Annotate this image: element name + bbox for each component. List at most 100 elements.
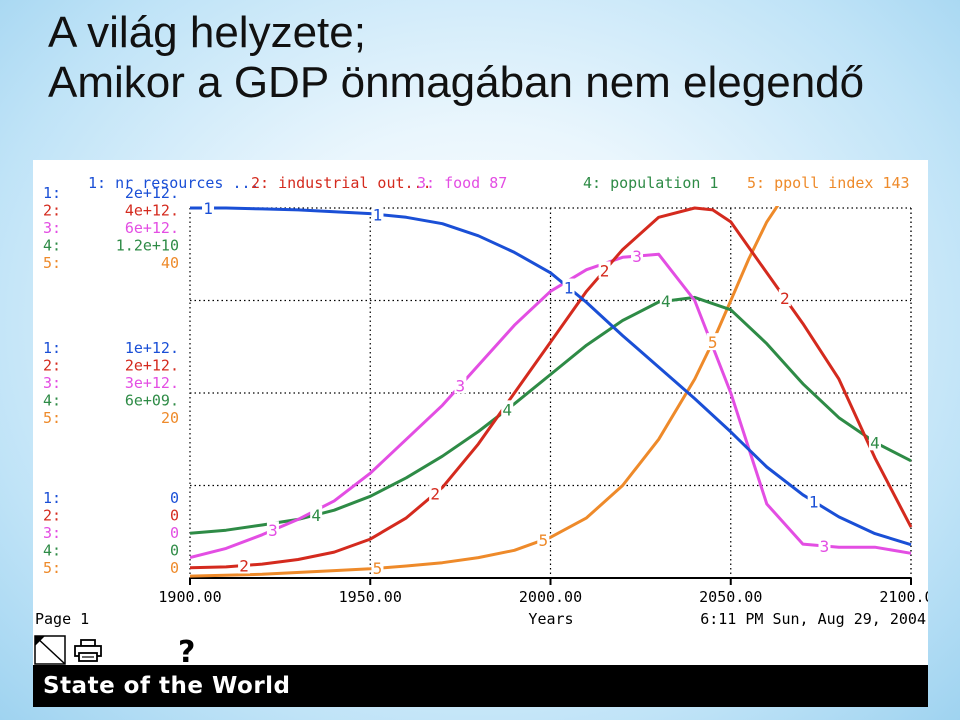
slide-title-line-1: A világ helyzete;	[48, 8, 366, 57]
scale-value-top-3: 6e+12.	[125, 219, 179, 237]
curve-label-bg-2-1	[429, 484, 442, 502]
series-line-3	[190, 252, 912, 560]
scale-prefix-bottom-4: 4:	[43, 542, 61, 560]
curve-label-2-3: 2	[780, 289, 790, 308]
scale-prefix-mid-5: 5:	[43, 409, 61, 427]
x-tick-label-0: 1900.00	[158, 588, 221, 606]
scale-prefix-top-5: 5:	[43, 254, 61, 272]
curve-label-bg-3-2	[631, 247, 644, 265]
chart: 1: nr resources ... 2: industrial out...…	[34, 174, 928, 665]
scale-prefix-mid-1: 1:	[43, 339, 61, 357]
page-turn-icon[interactable]	[34, 635, 66, 665]
curve-label-bg-3-1	[454, 376, 467, 394]
curve-label-bg-2-3	[778, 289, 791, 307]
curve-label-3-1: 3	[456, 376, 466, 395]
curve-label-bg-1-2	[562, 278, 575, 296]
curve-label-bg-5-0	[371, 559, 384, 577]
series-line-4	[190, 295, 912, 535]
scale-prefix-bottom-5: 5:	[43, 559, 61, 577]
series-line-1	[190, 206, 912, 547]
x-tick-label-1: 1950.00	[339, 588, 402, 606]
scale-prefix-mid-4: 4:	[43, 392, 61, 410]
slide-title-line-2: Amikor a GDP önmagában nem elegendő	[48, 58, 865, 107]
scale-value-mid-3: 3e+12.	[125, 374, 179, 392]
scale-value-top-1: 2e+12.	[125, 184, 179, 202]
curve-label-5-1: 5	[538, 531, 548, 550]
scale-value-mid-4: 6e+09.	[125, 392, 179, 410]
scale-value-mid-1: 1e+12.	[125, 339, 179, 357]
page-label: Page 1	[35, 610, 89, 628]
curve-label-bg-1-3	[807, 492, 820, 510]
curve-label-1-0: 1	[203, 199, 213, 218]
scale-prefix-bottom-2: 2:	[43, 507, 61, 525]
series-line-2	[190, 206, 913, 570]
curve-label-bg-2-0	[238, 556, 251, 574]
legend-entry-1: 1: nr resources ...	[88, 174, 260, 192]
scale-value-top-4: 1.2e+10	[116, 237, 179, 255]
scale-value-bottom-4: 0	[170, 542, 179, 560]
stella-graph-window: 1: nr resources ... 2: industrial out...…	[33, 160, 928, 707]
scale-prefix-mid-3: 3:	[43, 374, 61, 392]
legend-entry-3: 3: food 87	[417, 174, 507, 192]
legend-entry-5: 5: ppoll index 143	[747, 174, 910, 192]
scale-prefix-top-4: 4:	[43, 237, 61, 255]
curve-label-3-0: 3	[268, 521, 278, 540]
curve-label-3-2: 3	[632, 247, 642, 266]
scale-prefix-mid-2: 2:	[43, 357, 61, 375]
x-axis-label: Years	[528, 610, 573, 628]
scale-prefix-bottom-3: 3:	[43, 524, 61, 542]
scale-value-mid-5: 20	[161, 409, 179, 427]
scale-value-bottom-1: 0	[170, 489, 179, 507]
curve-label-4-2: 4	[661, 292, 671, 311]
scale-labels: 1: 2e+12. 2: 4e+12. 3: 6e+12. 4: 1.2e+10 5: 40 1: 1…	[43, 184, 179, 577]
slide-title: A világ helyzete; Amikor a GDP önmagában…	[48, 8, 948, 108]
curve-label-bg-5-1	[537, 530, 550, 548]
series-lines	[190, 206, 913, 578]
footer-bar: State of the World	[33, 665, 928, 707]
x-axis-ticks: 1900.00 1950.00 2000.00 2050.00 2100.00	[158, 578, 928, 606]
curve-label-bg-4-0	[310, 505, 323, 523]
curve-label-1-3: 1	[809, 492, 819, 511]
legend-entry-2: 2: industrial out...	[251, 174, 432, 192]
legend: 1: nr resources ... 2: industrial out...…	[88, 174, 910, 192]
curve-label-2-2: 2	[600, 261, 610, 280]
scale-value-bottom-2: 0	[170, 507, 179, 525]
x-tick-label-3: 2050.00	[699, 588, 762, 606]
curve-label-4-0: 4	[311, 506, 321, 525]
scale-value-mid-2: 2e+12.	[125, 357, 179, 375]
series-line-5	[190, 206, 780, 578]
curve-label-5-2: 5	[708, 333, 718, 352]
timestamp: 6:11 PM Sun, Aug 29, 2004	[700, 610, 926, 628]
curve-label-1-1: 1	[373, 205, 383, 224]
curve-label-1-2: 1	[564, 279, 574, 298]
curve-label-bg-3-0	[266, 521, 279, 539]
curve-label-2-0: 2	[239, 557, 249, 576]
curve-label-bg-4-1	[501, 400, 514, 418]
footer-title: State of the World	[43, 673, 291, 699]
scale-prefix-bottom-1: 1:	[43, 489, 61, 507]
grid	[189, 207, 912, 579]
scale-value-bottom-5: 0	[170, 559, 179, 577]
curve-label-bg-4-3	[868, 433, 881, 451]
scale-value-top-5: 40	[161, 254, 179, 272]
curve-label-bg-1-1	[371, 205, 384, 223]
curve-label-bg-2-2	[598, 261, 611, 279]
curve-label-bg-3-3	[818, 536, 831, 554]
curve-label-2-1: 2	[430, 484, 440, 503]
x-tick-label-4: 2100.00	[879, 588, 928, 606]
curve-label-4-1: 4	[502, 400, 512, 419]
curve-label-bg-4-2	[659, 292, 672, 310]
x-tick-label-2: 2000.00	[519, 588, 582, 606]
printer-icon[interactable]	[74, 639, 102, 662]
curve-label-3-3: 3	[820, 537, 830, 556]
legend-entry-4: 4: population 1	[583, 174, 718, 192]
help-icon[interactable]: ?	[178, 635, 195, 665]
curve-label-5-0: 5	[373, 559, 383, 578]
scale-value-bottom-3: 0	[170, 524, 179, 542]
scale-prefix-top-3: 3:	[43, 219, 61, 237]
scale-value-top-2: 4e+12.	[125, 202, 179, 220]
curve-label-bg-1-0	[202, 199, 215, 216]
scale-prefix-top-1: 1:	[43, 184, 61, 202]
curve-label-4-3: 4	[870, 433, 880, 452]
